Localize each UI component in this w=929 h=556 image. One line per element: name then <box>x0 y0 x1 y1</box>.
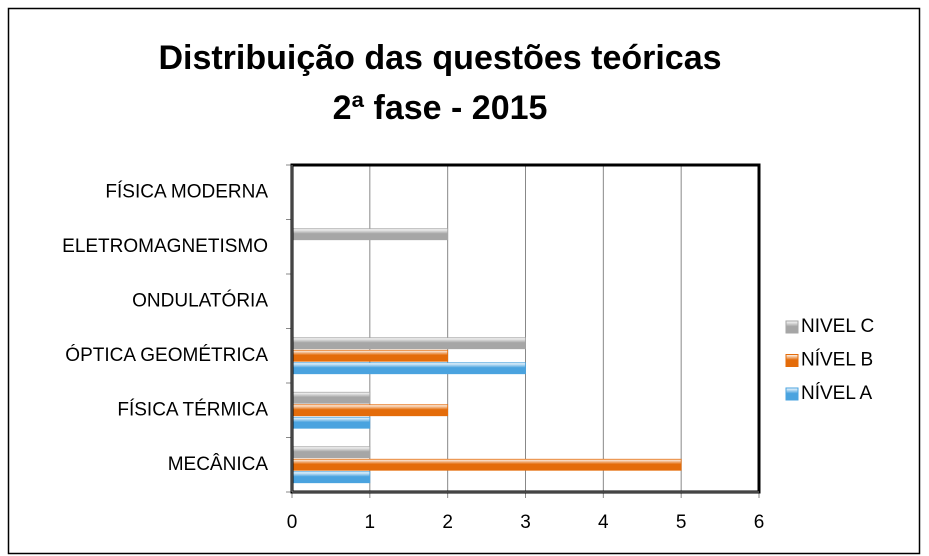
legend-label: NÍVEL B <box>801 350 873 371</box>
x-tick-label: 3 <box>520 512 531 533</box>
x-tick-label: 5 <box>676 512 687 533</box>
x-tick-label: 2 <box>442 512 453 533</box>
legend-swatch <box>785 354 799 367</box>
x-tick-label: 1 <box>365 512 376 533</box>
legend-label: NÍVEL A <box>801 383 872 404</box>
legend-swatch <box>785 320 799 334</box>
legend-label: NIVEL C <box>801 316 874 337</box>
y-tick-label: ONDULATÓRIA <box>132 289 268 311</box>
bar <box>291 446 371 459</box>
bar <box>291 228 449 241</box>
y-tick-label: FÍSICA MODERNA <box>105 181 268 202</box>
bar <box>291 362 526 375</box>
x-tick-label: 0 <box>287 512 298 533</box>
y-tick-label: MECÂNICA <box>168 453 269 475</box>
y-tick-label: FÍSICA TÉRMICA <box>117 399 268 420</box>
bar <box>291 349 449 362</box>
bar <box>291 416 371 429</box>
x-tick-label: 6 <box>754 512 765 533</box>
bar <box>291 458 682 471</box>
chart-title: Distribuição das questões teóricas <box>158 39 721 77</box>
legend-swatch <box>785 387 799 401</box>
chart-subtitle: 2ª fase - 2015 <box>333 89 548 127</box>
y-tick-label: ÓPTICA GEOMÉTRICA <box>65 344 268 366</box>
bar <box>291 404 449 417</box>
y-tick-label: ELETROMAGNETISMO <box>62 236 268 257</box>
bar <box>291 337 526 350</box>
bar <box>291 391 371 404</box>
bar <box>291 471 371 484</box>
x-tick-label: 4 <box>598 512 609 533</box>
